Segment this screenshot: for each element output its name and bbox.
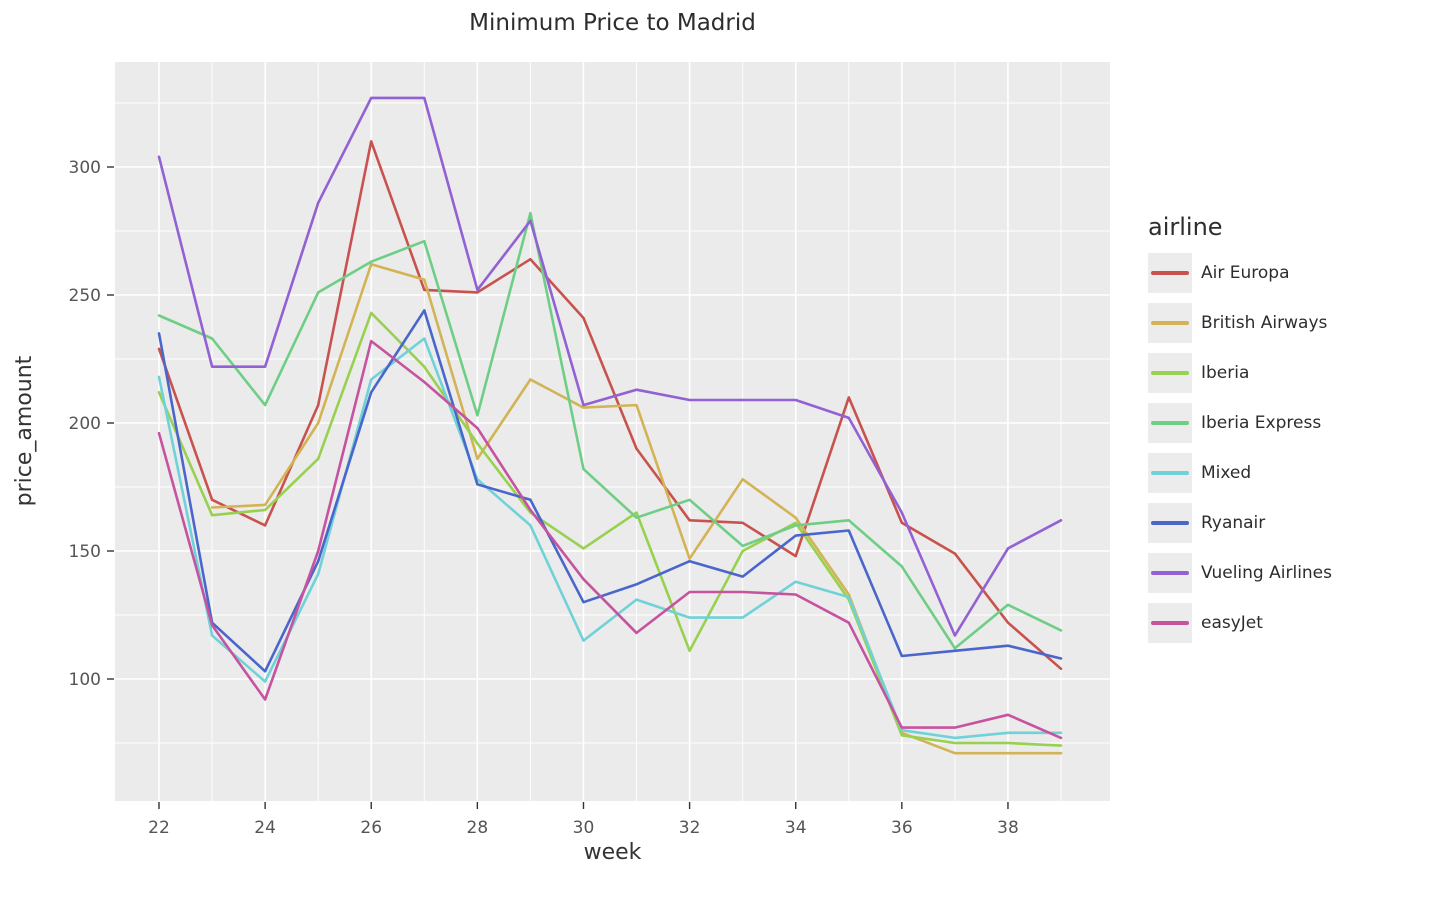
legend-key-swatch <box>1148 253 1192 293</box>
legend-item: easyJet <box>1140 603 1332 643</box>
y-tick-label: 150 <box>69 542 101 562</box>
legend-key-swatch <box>1148 303 1192 343</box>
legend-key-swatch <box>1148 503 1192 543</box>
legend-key-line <box>1151 471 1189 475</box>
legend-key-line <box>1151 371 1189 375</box>
series-line-mixed <box>157 337 1063 740</box>
x-tick-label: 28 <box>467 818 489 838</box>
series-line-vueling-airlines <box>157 96 1063 637</box>
legend-key-swatch <box>1148 603 1192 643</box>
legend-key-swatch <box>1148 453 1192 493</box>
legend-item: Air Europa <box>1140 253 1332 293</box>
series-line-iberia-express <box>157 211 1063 650</box>
x-tick-label: 38 <box>997 818 1019 838</box>
legend-label: Air Europa <box>1201 263 1290 283</box>
y-tick-label: 300 <box>69 158 101 178</box>
legend-key-line <box>1151 571 1189 575</box>
x-tick-label: 34 <box>785 818 807 838</box>
x-tick-label: 22 <box>148 818 170 838</box>
legend-items: Air Europa British Airways Iberia Iberia Ex… <box>1140 253 1332 643</box>
legend-title: airline <box>1148 213 1223 241</box>
chart-title: Minimum Price to Madrid <box>469 10 756 36</box>
legend-key-line <box>1151 271 1189 275</box>
legend-label: Iberia Express <box>1201 413 1322 433</box>
panel-background <box>115 62 1110 801</box>
legend-label: Ryanair <box>1201 513 1266 533</box>
x-tick-label: 36 <box>891 818 913 838</box>
legend-item: Iberia <box>1140 353 1332 393</box>
x-axis-label: week <box>583 840 642 865</box>
legend-key-line <box>1151 421 1189 425</box>
y-tick-label: 250 <box>69 286 101 306</box>
legend-item: Iberia Express <box>1140 403 1332 443</box>
legend-key-swatch <box>1148 353 1192 393</box>
legend-label: Vueling Airlines <box>1201 563 1333 583</box>
x-tick-label: 30 <box>573 818 595 838</box>
series-line-british-airways <box>210 263 1063 755</box>
legend-label: Iberia <box>1201 363 1250 383</box>
series-line-air-europa <box>157 140 1063 671</box>
y-axis-label: price_amount <box>12 355 37 507</box>
legend-item: Mixed <box>1140 453 1332 493</box>
legend-item: Ryanair <box>1140 503 1332 543</box>
legend-key-line <box>1151 321 1189 325</box>
legend-key-line <box>1151 621 1189 625</box>
legend: airline Air Europa British Airways Iberia I… <box>1140 213 1332 653</box>
series-line-iberia <box>157 311 1063 747</box>
series-line-easyjet <box>157 339 1063 740</box>
x-tick-label: 26 <box>360 818 382 838</box>
legend-label: easyJet <box>1201 613 1263 633</box>
x-tick-label: 32 <box>679 818 701 838</box>
legend-label: Mixed <box>1201 463 1252 483</box>
legend-label: British Airways <box>1201 313 1328 333</box>
y-tick-label: 100 <box>69 670 101 690</box>
legend-key-swatch <box>1148 403 1192 443</box>
legend-key-swatch <box>1148 553 1192 593</box>
y-tick-label: 200 <box>69 414 101 434</box>
legend-key-line <box>1151 521 1189 525</box>
legend-item: British Airways <box>1140 303 1332 343</box>
x-tick-label: 24 <box>254 818 276 838</box>
legend-item: Vueling Airlines <box>1140 553 1332 593</box>
